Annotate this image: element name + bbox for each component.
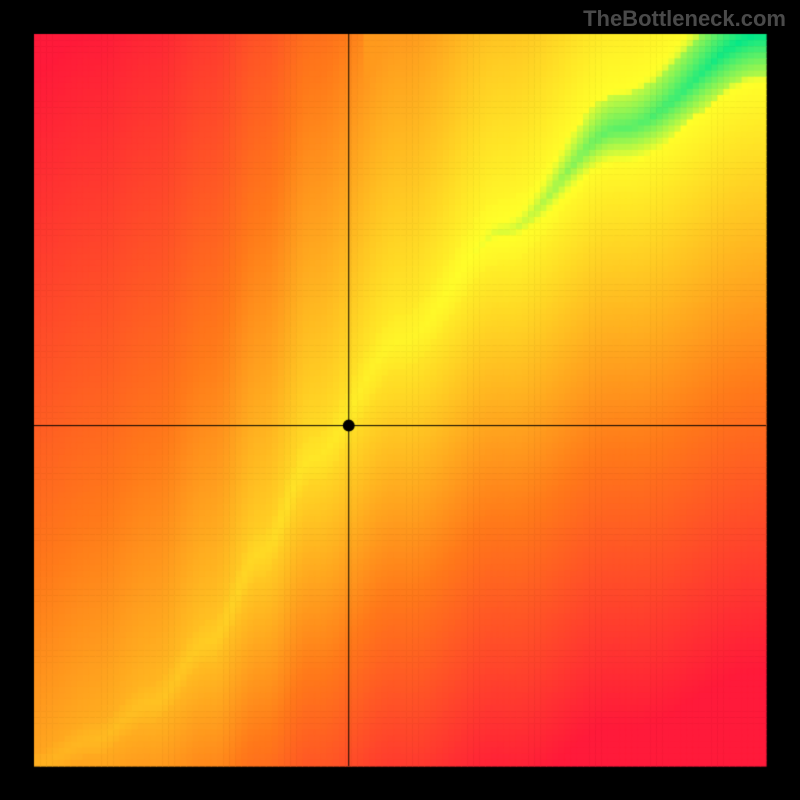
bottleneck-heatmap-canvas — [0, 0, 800, 800]
watermark-text: TheBottleneck.com — [583, 6, 786, 32]
chart-container: TheBottleneck.com — [0, 0, 800, 800]
